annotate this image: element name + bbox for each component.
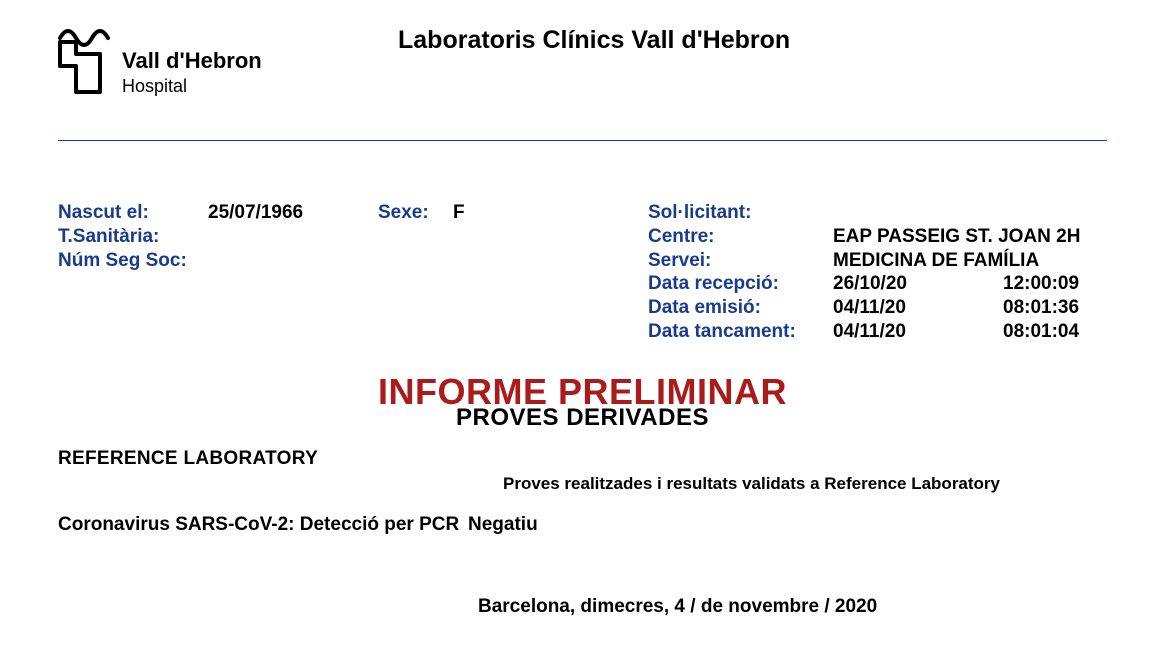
reference-lab-heading: REFERENCE LABORATORY xyxy=(58,448,1107,470)
tancament-label: Data tancament: xyxy=(648,320,833,344)
reference-lab-note: Proves realitzades i resultats validats … xyxy=(503,474,1107,494)
centre-value: EAP PASSEIG ST. JOAN 2H xyxy=(833,225,1107,249)
logo-name: Vall d'Hebron xyxy=(122,48,262,74)
numseg-value xyxy=(208,249,378,273)
tsan-value xyxy=(208,225,378,249)
recepcio-time: 12:00:09 xyxy=(1003,272,1079,296)
logo-text: Vall d'Hebron Hospital xyxy=(122,48,262,97)
status-area: INFORME PRELIMINAR PROVES DERIVADES xyxy=(58,374,1107,432)
born-label: Nascut el: xyxy=(58,201,208,225)
recepcio-date: 26/10/20 xyxy=(833,272,1003,296)
recepcio-label: Data recepció: xyxy=(648,272,833,296)
result-row: Coronavirus SARS-CoV-2: Detecció per PCR… xyxy=(58,514,1107,536)
proves-heading: PROVES DERIVADES xyxy=(58,404,1107,432)
document-page: Vall d'Hebron Hospital Laboratoris Clíni… xyxy=(0,0,1165,618)
lab-title: Laboratoris Clínics Vall d'Hebron xyxy=(398,26,790,55)
tancament-time: 08:01:04 xyxy=(1003,320,1079,344)
sex-label: Sexe: xyxy=(378,201,453,225)
born-value: 25/07/1966 xyxy=(208,201,378,225)
tancament-date: 04/11/20 xyxy=(833,320,1003,344)
servei-label: Servei: xyxy=(648,249,833,273)
test-label: Coronavirus SARS-CoV-2: Detecció per PCR xyxy=(58,514,468,536)
divider-top xyxy=(58,140,1107,141)
tsan-label: T.Sanitària: xyxy=(58,225,208,249)
footer-date: Barcelona, dimecres, 4 / de novembre / 2… xyxy=(478,596,1107,618)
emisio-date: 04/11/20 xyxy=(833,296,1003,320)
numseg-label: Núm Seg Soc: xyxy=(58,249,208,273)
emisio-time: 08:01:36 xyxy=(1003,296,1079,320)
emisio-label: Data emisió: xyxy=(648,296,833,320)
patient-info: Nascut el: 25/07/1966 Sexe: F T.Sanitàri… xyxy=(58,201,648,344)
hospital-logo: Vall d'Hebron Hospital xyxy=(58,20,318,100)
servei-value: MEDICINA DE FAMÍLIA xyxy=(833,249,1107,273)
logo-subtitle: Hospital xyxy=(122,76,262,97)
sex-value: F xyxy=(453,201,465,225)
cross-wave-icon xyxy=(58,20,116,100)
test-result: Negatiu xyxy=(468,514,538,536)
info-block: Nascut el: 25/07/1966 Sexe: F T.Sanitàri… xyxy=(58,201,1107,344)
header-row: Vall d'Hebron Hospital Laboratoris Clíni… xyxy=(58,20,1107,100)
centre-label: Centre: xyxy=(648,225,833,249)
solicitant-label: Sol·licitant: xyxy=(648,201,833,225)
request-info: Sol·licitant: Centre: EAP PASSEIG ST. JO… xyxy=(648,201,1107,344)
solicitant-value xyxy=(833,201,1003,225)
